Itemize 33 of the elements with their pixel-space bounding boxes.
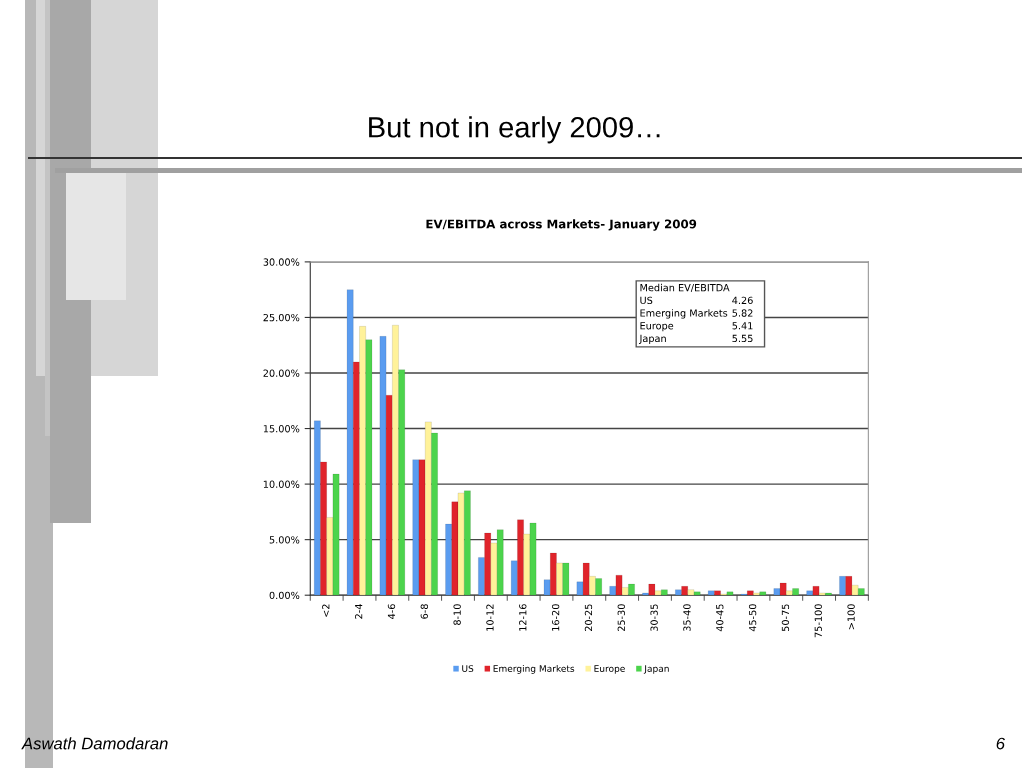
y-tick-label: 25.00% <box>263 313 300 322</box>
x-tick-label: 6-8 <box>420 604 428 619</box>
x-tick-label: 50-75 <box>781 604 790 632</box>
x-tick-label: 16-20 <box>551 604 560 631</box>
x-tick-label: 20-25 <box>584 604 593 632</box>
x-tick-label: 2-4 <box>354 604 363 619</box>
x-tick-label: <2 <box>322 604 330 617</box>
y-tick-label: 10.00% <box>263 480 300 488</box>
x-tick-label: 4-6 <box>387 604 396 619</box>
legend-label: Emerging Markets <box>493 664 575 674</box>
text: Median EV/EBITDA US 4.26 Emerging Markets 5.82 Europe 5.41 Japan 5.55 <box>639 283 753 344</box>
x-tick-label: 35-40 <box>683 604 691 632</box>
y-tick-label: 20.00% <box>263 369 300 377</box>
y-tick-label: 5.00% <box>269 536 300 544</box>
x-tick-label: 25-30 <box>617 604 625 632</box>
x-tick-label: 75-100 <box>814 604 822 638</box>
legend-label: Europe <box>594 665 625 674</box>
chart-subtitle: EV/EBITDA across Markets- January 2009 <box>426 219 697 231</box>
x-tick-label: 45-50 <box>748 604 757 632</box>
x-tick-label: 40-45 <box>716 604 724 632</box>
x-tick-label: 10-12 <box>486 604 494 631</box>
y-tick-label: 15.00% <box>263 425 300 433</box>
x-tick-label: 12-16 <box>519 604 527 631</box>
legend-label: Japan <box>643 665 669 674</box>
x-tick-label: 30-35 <box>650 604 658 632</box>
y-tick-label: 0.00% <box>269 591 300 600</box>
chart-title: But not in early 2009… <box>369 116 660 144</box>
text: Aswath Damodaran <box>21 737 168 750</box>
y-tick-label: 30.00% <box>263 258 300 266</box>
x-tick-label: 8-10 <box>453 604 461 625</box>
legend-label: US <box>462 665 474 672</box>
x-tick-label: >100 <box>847 604 855 630</box>
text: 6 <box>996 737 1005 750</box>
